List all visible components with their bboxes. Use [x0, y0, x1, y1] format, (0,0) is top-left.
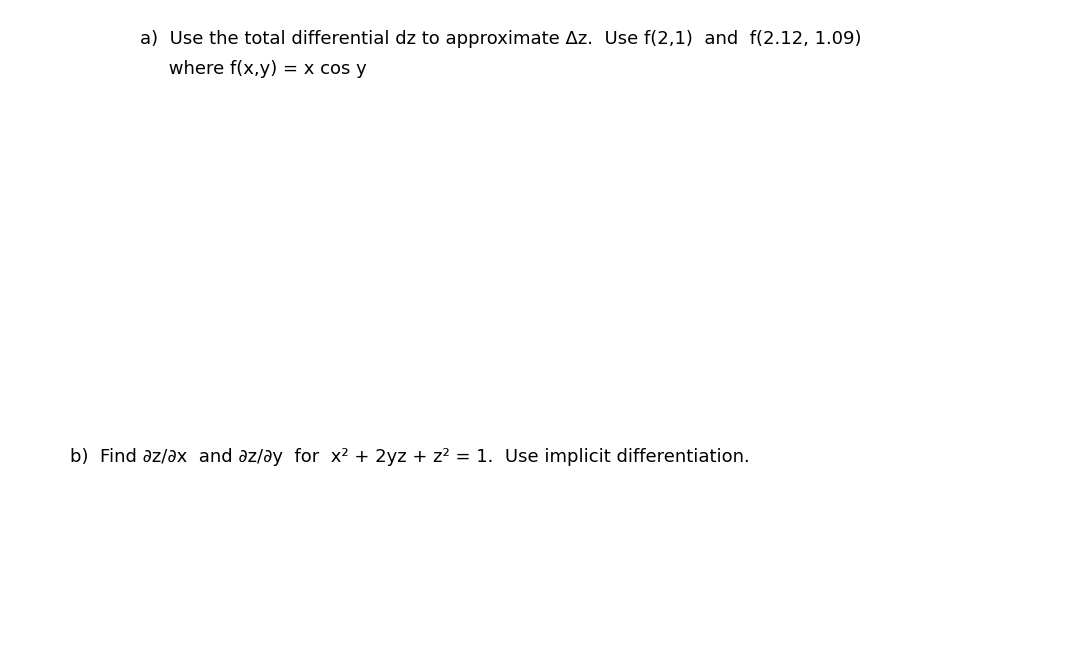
Text: b)  Find ∂z/∂x  and ∂z/∂y  for  x² + 2yz + z² = 1.  Use implicit differentiation: b) Find ∂z/∂x and ∂z/∂y for x² + 2yz + z… — [70, 448, 750, 466]
Text: a)  Use the total differential dz to approximate Δz.  Use f(2,1)  and  f(2.12, 1: a) Use the total differential dz to appr… — [140, 30, 862, 48]
Text: where f(x,y) = x cos y: where f(x,y) = x cos y — [140, 60, 367, 78]
